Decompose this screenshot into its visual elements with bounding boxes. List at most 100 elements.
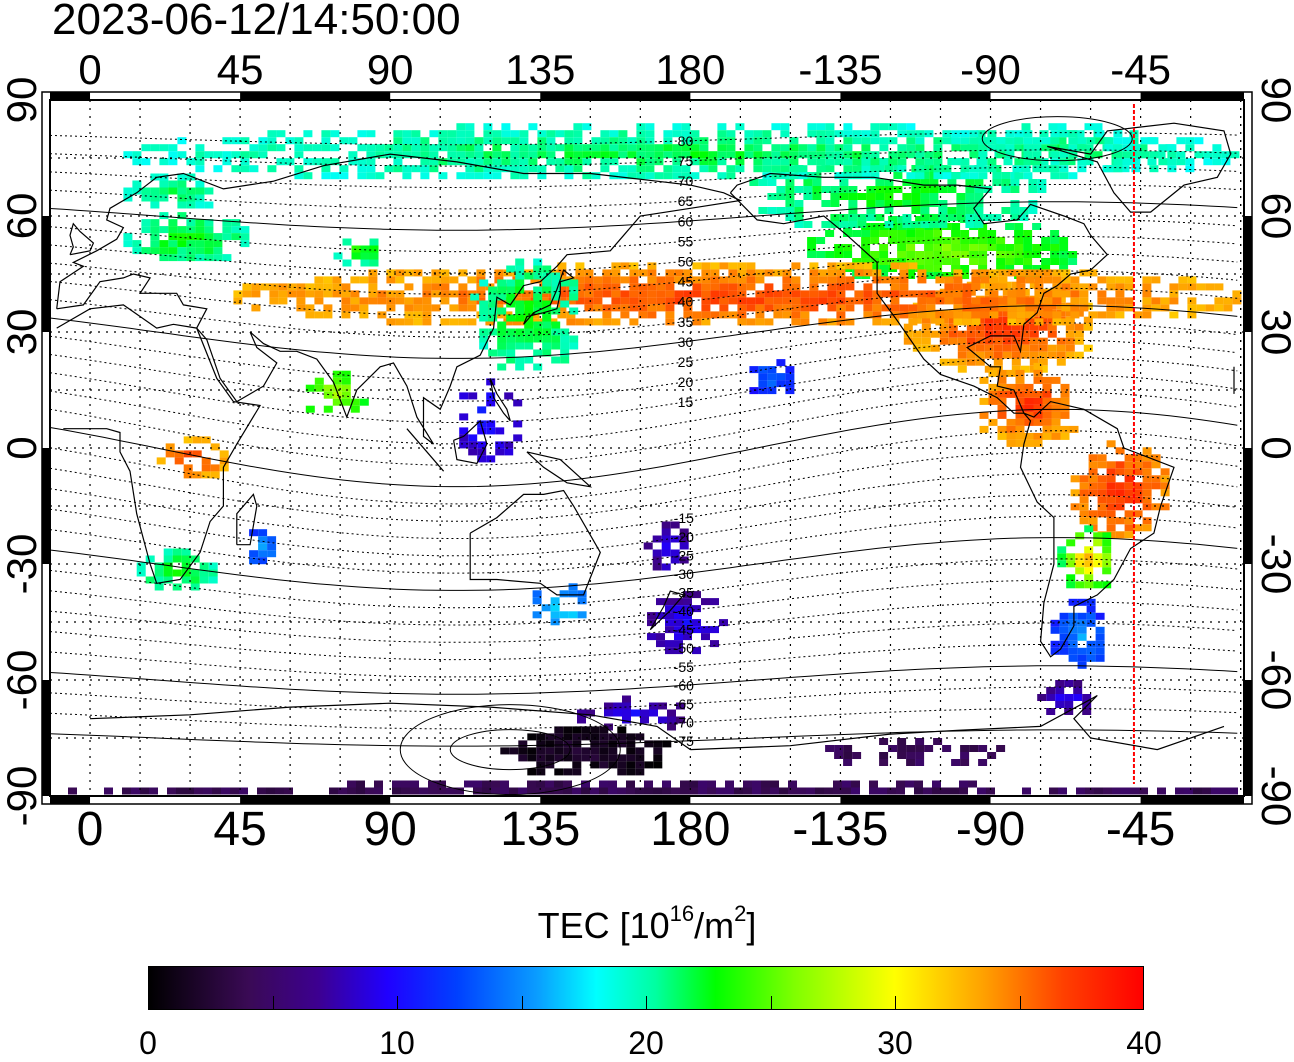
tec-cell bbox=[1033, 404, 1043, 412]
magnetic-latitude-contours bbox=[49, 116, 1238, 796]
tec-cell bbox=[323, 290, 333, 298]
tec-cell bbox=[920, 207, 930, 214]
tec-cell bbox=[992, 214, 1002, 221]
tec-cell bbox=[213, 151, 223, 159]
tec-cell bbox=[951, 244, 961, 251]
tec-cell bbox=[640, 716, 649, 724]
tec-cell bbox=[104, 787, 113, 795]
tec-cell bbox=[672, 172, 682, 180]
tec-cell bbox=[213, 254, 223, 262]
tec-cell bbox=[755, 290, 765, 298]
tec-cell bbox=[1011, 281, 1021, 289]
tec-cell bbox=[258, 137, 268, 145]
tec-cell bbox=[1023, 237, 1033, 244]
tec-cell bbox=[473, 780, 482, 788]
tec-cell bbox=[554, 787, 563, 795]
tec-cell bbox=[848, 214, 858, 221]
colorbar-tick-label: 20 bbox=[628, 1025, 664, 1061]
tec-cell bbox=[960, 745, 970, 752]
frame-band bbox=[1140, 92, 1244, 100]
tec-cell bbox=[672, 165, 682, 173]
tec-cell bbox=[807, 244, 817, 251]
tec-cell bbox=[609, 137, 619, 145]
magnetic-pole-contour bbox=[981, 116, 1133, 162]
tec-cell bbox=[377, 311, 387, 319]
tec-cell bbox=[1106, 496, 1116, 504]
tec-cell bbox=[762, 165, 772, 173]
magnetic-contour bbox=[49, 408, 1238, 488]
tec-cell bbox=[1010, 214, 1020, 221]
tec-cell bbox=[965, 214, 975, 221]
tec-cell bbox=[897, 165, 907, 173]
tec-cell bbox=[861, 151, 871, 159]
tec-cell bbox=[258, 529, 268, 537]
tec-cell bbox=[384, 165, 394, 173]
tec-cell bbox=[1073, 694, 1083, 701]
tec-cell bbox=[1064, 680, 1074, 687]
tec-cell bbox=[654, 158, 664, 166]
tec-cell bbox=[905, 780, 914, 788]
tec-cell bbox=[132, 158, 142, 166]
tec-cell bbox=[965, 207, 975, 214]
tec-cell bbox=[294, 165, 304, 173]
tec-cell bbox=[807, 158, 817, 166]
tec-cell bbox=[332, 398, 342, 406]
tec-cell bbox=[276, 144, 286, 152]
tec-cell bbox=[948, 323, 958, 331]
tec-cell bbox=[966, 351, 976, 359]
tec-cell bbox=[710, 640, 719, 648]
tec-cell bbox=[341, 311, 351, 319]
tec-cell bbox=[411, 165, 421, 173]
tec-cell bbox=[183, 471, 193, 479]
tec-cell bbox=[953, 269, 963, 277]
frame-band bbox=[1244, 216, 1252, 332]
tec-cell bbox=[477, 455, 487, 463]
tec-cell bbox=[477, 406, 487, 414]
tec-cell bbox=[528, 158, 538, 166]
tec-cell bbox=[150, 194, 160, 202]
tec-cell bbox=[816, 165, 826, 173]
tec-cell bbox=[701, 598, 710, 606]
tec-cell bbox=[834, 172, 844, 180]
tec-cell bbox=[159, 144, 169, 152]
tec-cell bbox=[1088, 454, 1098, 462]
tec-cell bbox=[201, 457, 211, 465]
tec-cell bbox=[989, 276, 999, 284]
tec-cell bbox=[532, 590, 542, 598]
tec-cell bbox=[998, 297, 1008, 305]
tec-cell bbox=[1093, 560, 1103, 568]
tec-cell bbox=[1106, 440, 1116, 448]
tec-cell bbox=[1028, 200, 1038, 207]
magnetic-latitude-label: 55 bbox=[678, 233, 694, 249]
tec-cell bbox=[536, 768, 546, 776]
tec-cell bbox=[440, 318, 450, 326]
tec-cell bbox=[269, 290, 279, 298]
tec-cell bbox=[969, 130, 979, 138]
tec-cell bbox=[834, 151, 844, 159]
tec-cell bbox=[222, 233, 232, 241]
tec-cell bbox=[960, 244, 970, 251]
tec-cell bbox=[926, 311, 936, 319]
tec-cell bbox=[843, 151, 853, 159]
tec-cell bbox=[1151, 503, 1161, 511]
tec-cell bbox=[411, 137, 421, 145]
tec-cell bbox=[564, 172, 574, 180]
tec-cell bbox=[794, 207, 804, 214]
frame-band bbox=[540, 796, 691, 804]
magnetic-contour bbox=[49, 322, 1238, 381]
tec-cell bbox=[560, 300, 570, 308]
tec-cell bbox=[303, 144, 313, 152]
tec-cell bbox=[1068, 654, 1078, 662]
tec-cell bbox=[1023, 230, 1033, 237]
tec-cell bbox=[690, 144, 700, 152]
tec-cell bbox=[818, 297, 828, 305]
tec-cell bbox=[884, 186, 894, 193]
frame-band bbox=[240, 796, 391, 804]
tec-cell bbox=[665, 318, 675, 326]
tec-cell bbox=[1086, 654, 1096, 662]
tec-cell bbox=[132, 187, 142, 195]
tec-cell bbox=[159, 254, 169, 262]
tec-cell bbox=[996, 265, 1006, 272]
tec-cell bbox=[821, 200, 831, 207]
tec-cell bbox=[305, 283, 315, 291]
